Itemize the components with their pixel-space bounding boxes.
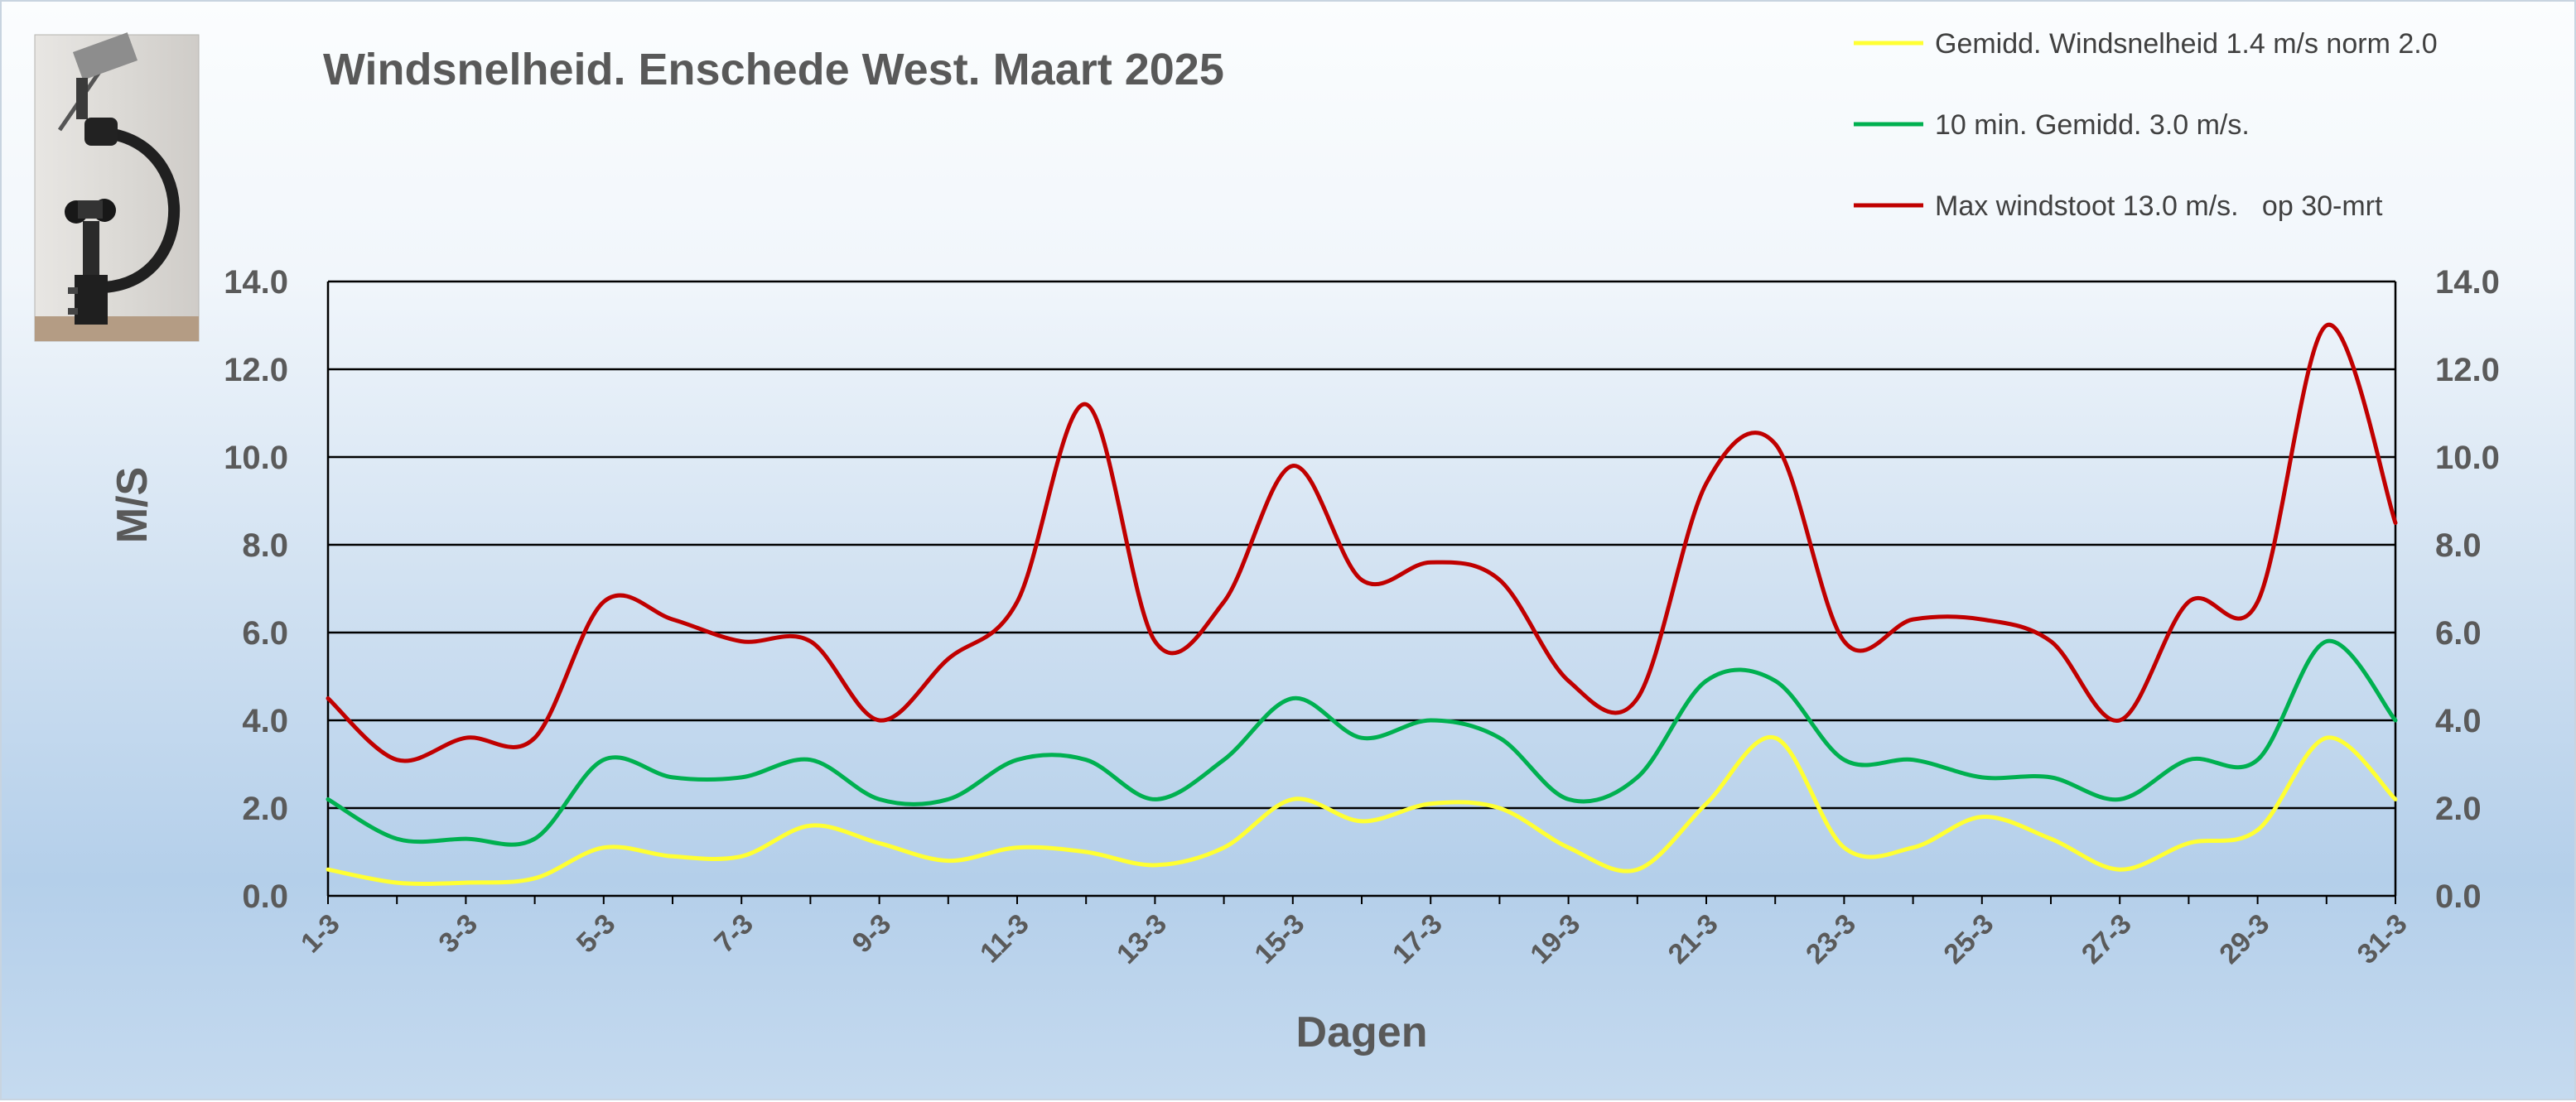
y-axis-title: M/S [109, 467, 157, 543]
x-tick-label-27-3: 27-3 [2076, 908, 2138, 970]
legend-label-1: 10 min. Gemidd. 3.0 m/s. [1935, 109, 2250, 141]
y-tick-right-1: 2.0 [2435, 791, 2482, 827]
series-lines [326, 322, 2398, 886]
legend-label-2: Max windstoot 13.0 m/s. op 30-mrt [1935, 190, 2383, 222]
x-axis-title: Dagen [1296, 1008, 1428, 1056]
y-tick-right-3: 6.0 [2435, 615, 2482, 652]
y-tick-right-4: 8.0 [2435, 527, 2482, 564]
x-tick-label-1-3: 1-3 [295, 908, 346, 960]
series-line-1 [326, 638, 2398, 847]
x-tick-label-11-3: 11-3 [974, 908, 1035, 970]
x-tick-label-3-3: 3-3 [432, 908, 484, 960]
legend-label-0: Gemidd. Windsnelheid 1.4 m/s norm 2.0 [1935, 28, 2438, 60]
x-tick-label-25-3: 25-3 [1937, 908, 2000, 970]
y-tick-right-7: 14.0 [2435, 264, 2500, 301]
y-tick-left-6: 12.0 [224, 352, 288, 388]
y-tick-left-3: 6.0 [242, 615, 288, 652]
series-line-0 [326, 734, 2398, 886]
x-tick-label-21-3: 21-3 [1662, 908, 1725, 970]
y-tick-left-7: 14.0 [224, 264, 288, 301]
y-ticks-left: 0.0 2.0 4.0 6.0 8.0 10.0 12.0 14.0 [224, 264, 288, 915]
x-tick-label-19-3: 19-3 [1524, 908, 1586, 970]
x-tick-label-15-3: 15-3 [1248, 908, 1310, 970]
y-tick-left-1: 2.0 [242, 791, 288, 827]
x-tick-label-17-3: 17-3 [1387, 908, 1449, 970]
x-tick-label-23-3: 23-3 [1800, 908, 1862, 970]
chart-title: Windsnelheid. Enschede West. Maart 2025 [323, 45, 1224, 94]
gridlines [328, 280, 2395, 897]
y-tick-left-2: 4.0 [242, 703, 288, 739]
x-ticks: 1-3 3-3 5-3 7-3 9-3 11-3 13-3 15-3 17-3 19-3 21-3 2… [295, 896, 2414, 970]
x-tick-label-13-3: 13-3 [1111, 908, 1173, 970]
y-tick-right-6: 12.0 [2435, 352, 2500, 388]
x-tick-label-9-3: 9-3 [847, 908, 898, 960]
y-tick-left-0: 0.0 [242, 878, 288, 915]
x-tick-label-29-3: 29-3 [2213, 908, 2275, 970]
y-tick-left-5: 10.0 [224, 440, 288, 476]
axes [326, 282, 2397, 896]
y-tick-right-2: 4.0 [2435, 703, 2482, 739]
y-tick-left-4: 8.0 [242, 527, 288, 564]
y-ticks-right: 0.0 2.0 4.0 6.0 8.0 10.0 12.0 14.0 [2435, 264, 2500, 915]
series-line-2 [326, 322, 2398, 763]
x-tick-label-5-3: 5-3 [571, 908, 622, 960]
legend: Gemidd. Windsnelheid 1.4 m/s norm 2.0 10 … [1854, 28, 2438, 222]
x-tick-label-31-3: 31-3 [2352, 908, 2414, 970]
x-tick-label-7-3: 7-3 [708, 908, 760, 960]
y-tick-right-5: 10.0 [2435, 440, 2500, 476]
y-tick-right-0: 0.0 [2435, 878, 2482, 915]
